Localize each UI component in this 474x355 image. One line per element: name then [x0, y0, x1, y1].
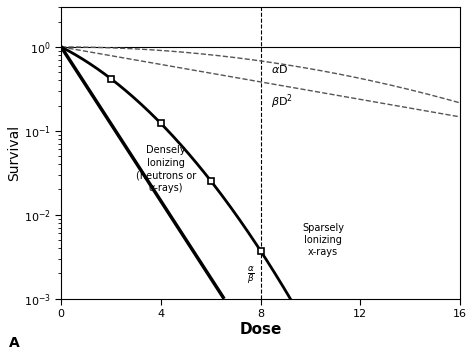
Text: Densely
Ionizing
(neutrons or
α-rays): Densely Ionizing (neutrons or α-rays) — [136, 146, 196, 193]
Text: $\alpha$D: $\alpha$D — [271, 63, 288, 75]
Text: $\beta$D$^2$: $\beta$D$^2$ — [271, 93, 292, 111]
X-axis label: Dose: Dose — [239, 322, 282, 337]
Text: Sparsely
Ionizing
x-rays: Sparsely Ionizing x-rays — [302, 223, 344, 257]
Text: A: A — [9, 337, 20, 350]
Text: $\frac{\alpha}{\beta}$: $\frac{\alpha}{\beta}$ — [247, 264, 255, 286]
Y-axis label: Survival: Survival — [7, 125, 21, 181]
